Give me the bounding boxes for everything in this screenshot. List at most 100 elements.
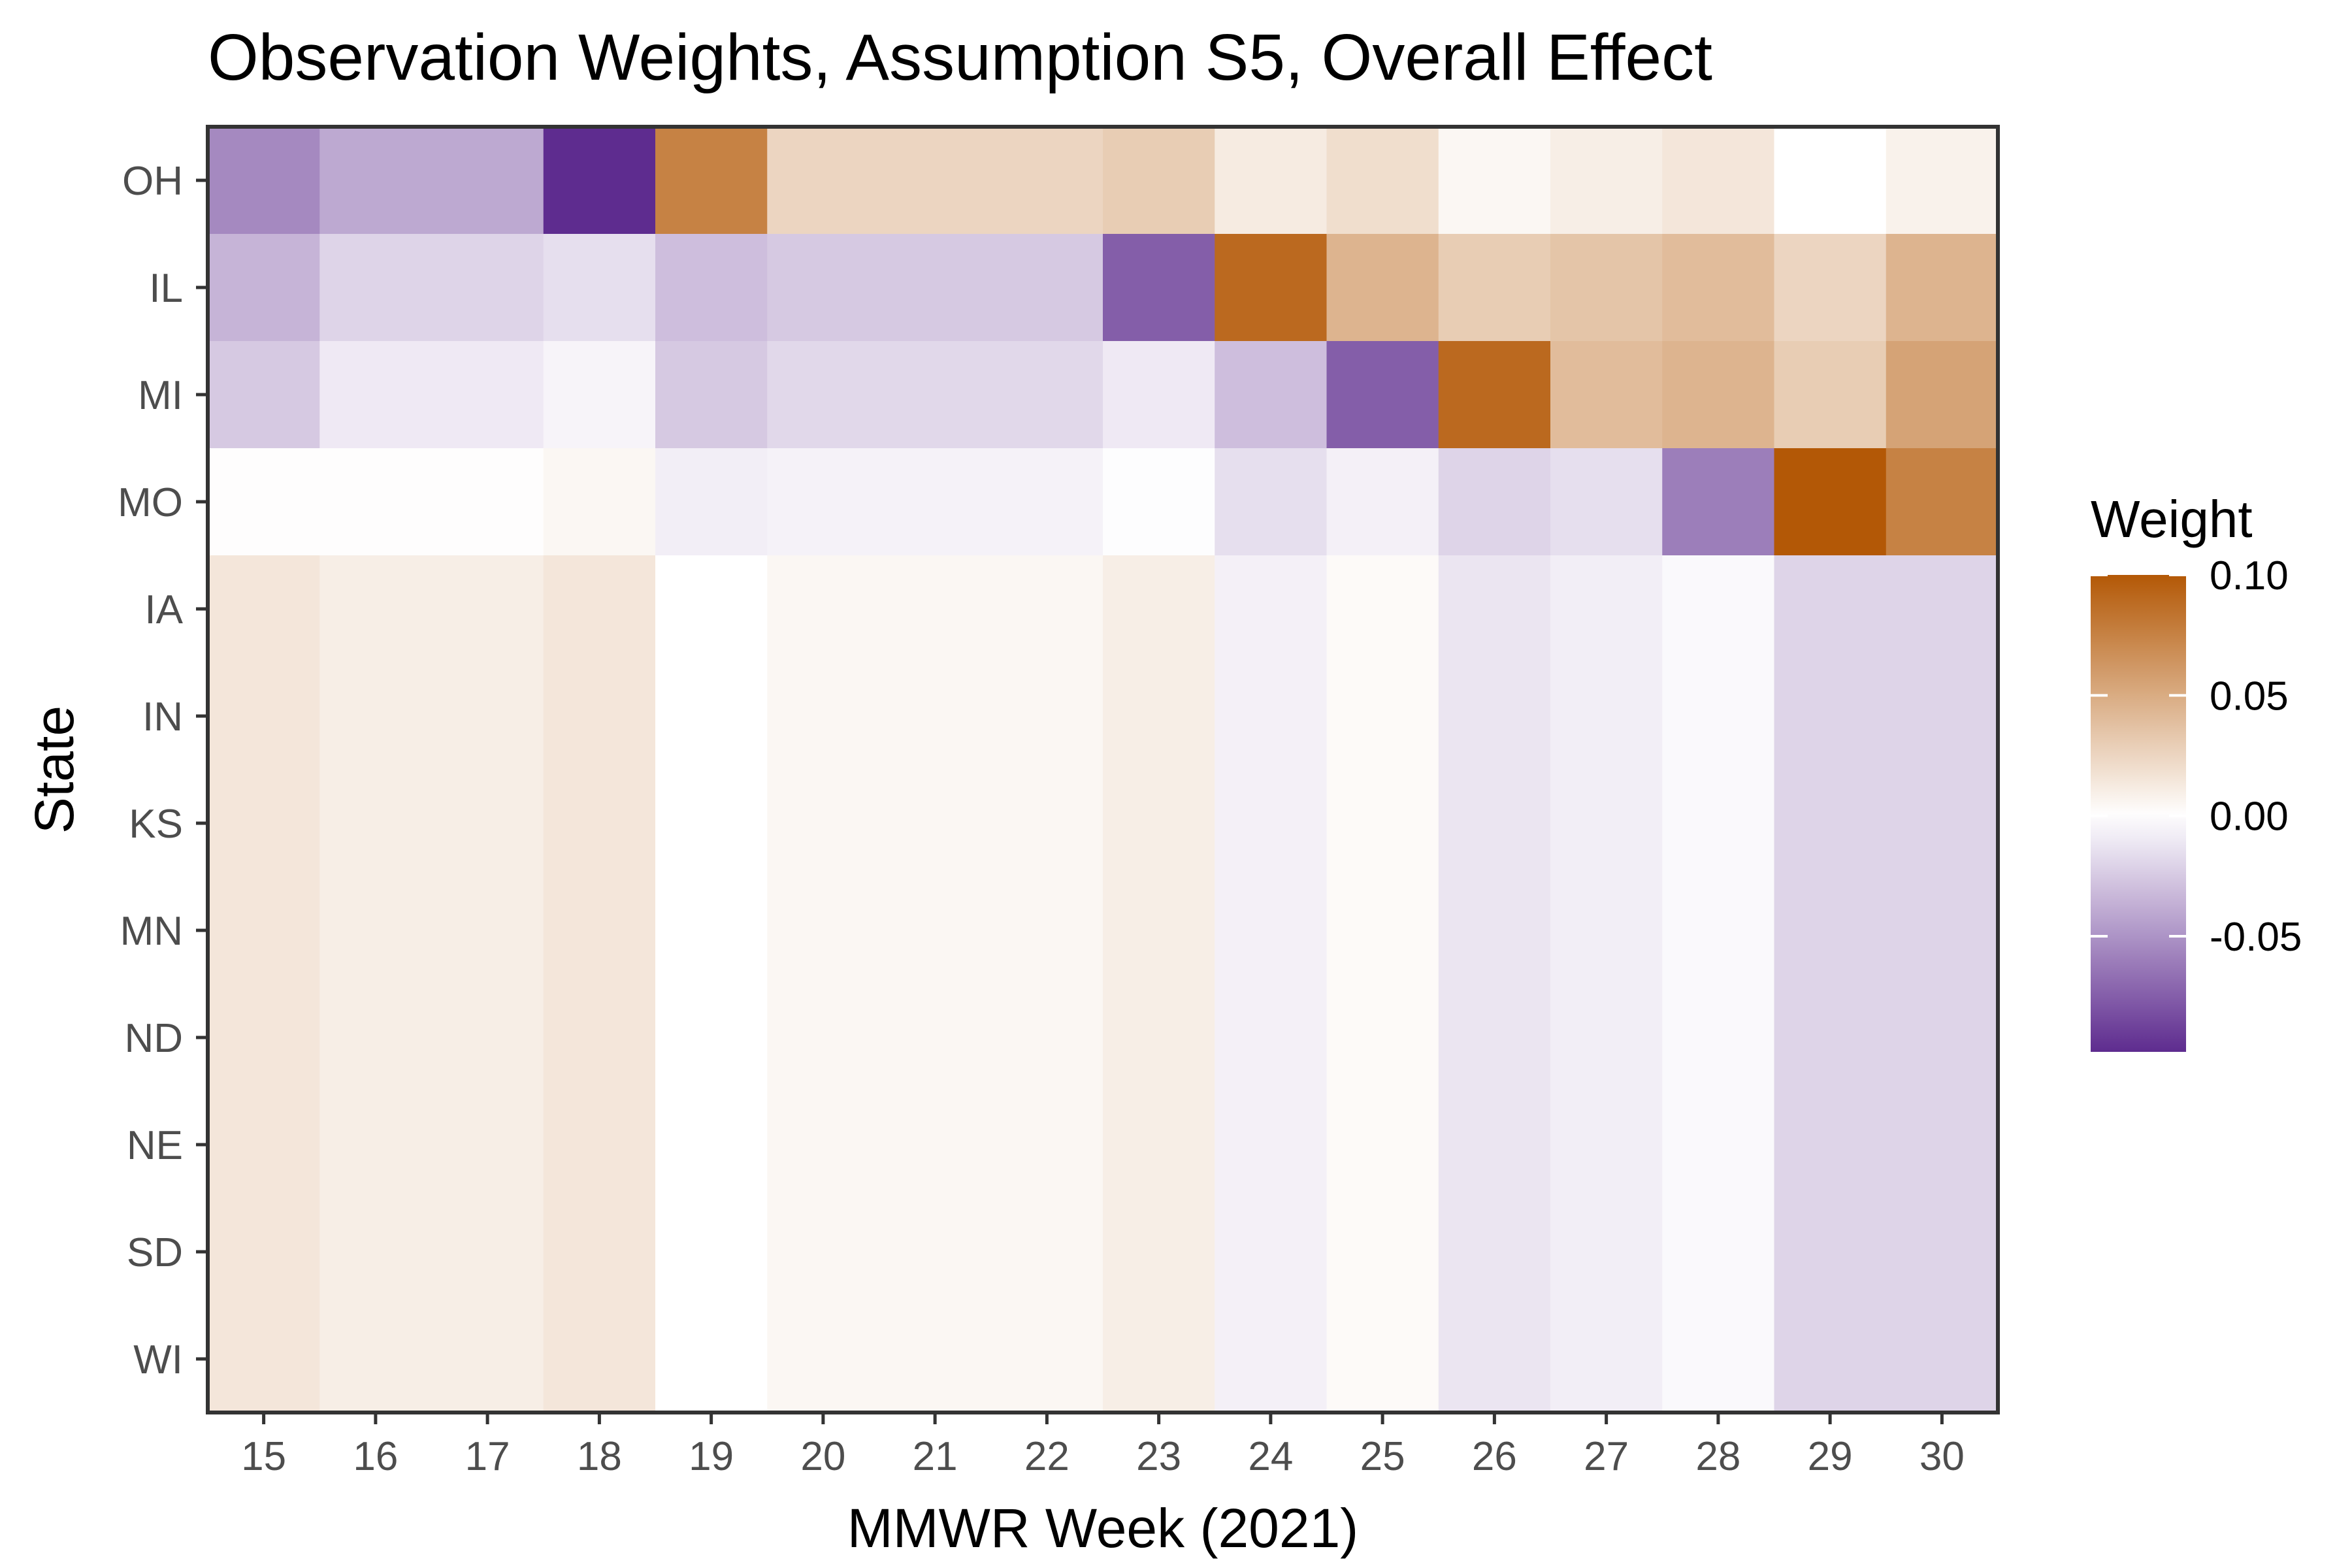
heatmap-cell bbox=[1215, 1198, 1328, 1306]
heatmap-cell bbox=[1215, 1091, 1328, 1199]
heatmap-cell bbox=[1662, 770, 1775, 877]
heatmap-cell bbox=[1326, 1198, 1439, 1306]
x-tick-label: 17 bbox=[465, 1434, 510, 1479]
heatmap-cell bbox=[767, 1198, 880, 1306]
heatmap-cell bbox=[431, 234, 544, 342]
heatmap-cell bbox=[543, 127, 656, 235]
heatmap-cell bbox=[990, 1091, 1103, 1199]
heatmap-cell bbox=[1103, 341, 1215, 449]
x-tick-label: 27 bbox=[1584, 1434, 1629, 1479]
heatmap-cell bbox=[319, 1091, 433, 1199]
heatmap-cell bbox=[319, 662, 433, 770]
y-axis: OH IL MI MO IA IN KS MN ND NE SD WI bbox=[118, 159, 208, 1382]
heatmap-cell bbox=[543, 1305, 656, 1413]
heatmap-cell bbox=[1103, 770, 1215, 877]
heatmap-cell bbox=[1774, 448, 1887, 556]
heatmap-cell bbox=[990, 1198, 1103, 1306]
heatmap-cell bbox=[1326, 770, 1439, 877]
y-tick-label: MO bbox=[118, 480, 183, 525]
x-tick-label: 30 bbox=[1919, 1434, 1965, 1479]
heatmap-cell bbox=[1550, 448, 1663, 556]
heatmap-cell bbox=[990, 555, 1103, 663]
y-tick-label: WI bbox=[133, 1337, 183, 1382]
heatmap-cell bbox=[767, 341, 880, 449]
heatmap-cell bbox=[319, 555, 433, 663]
heatmap-cell bbox=[1103, 1198, 1215, 1306]
x-axis: 15 16 17 18 19 20 21 22 23 24 25 26 27 28 29 30 bbox=[241, 1413, 1965, 1479]
legend-tick-label: -0.05 bbox=[2210, 915, 2302, 960]
y-tick-label: MI bbox=[138, 373, 183, 418]
x-tick-label: 26 bbox=[1472, 1434, 1517, 1479]
heatmap-cell bbox=[1550, 1091, 1663, 1199]
y-axis-title: State bbox=[24, 706, 85, 834]
heatmap-cell bbox=[879, 1198, 992, 1306]
heatmap-cell bbox=[879, 341, 992, 449]
heatmap-cell bbox=[1215, 984, 1328, 1092]
heatmap-cell bbox=[543, 234, 656, 342]
heatmap-cell bbox=[1662, 662, 1775, 770]
heatmap-cell bbox=[1886, 877, 1999, 985]
heatmap-cell bbox=[1886, 555, 1999, 663]
heatmap-cell bbox=[1438, 770, 1551, 877]
heatmap-cell bbox=[767, 127, 880, 235]
heatmap-cell bbox=[319, 1305, 433, 1413]
heatmap-cell bbox=[990, 127, 1103, 235]
x-tick-label: 22 bbox=[1024, 1434, 1070, 1479]
heatmap-cell bbox=[990, 1305, 1103, 1413]
legend: Weight 0.10 0.05 0.00 -0.05 bbox=[2091, 490, 2302, 1052]
heatmap-cell bbox=[208, 662, 320, 770]
heatmap-cell bbox=[1774, 555, 1887, 663]
heatmap-cell bbox=[1215, 448, 1328, 556]
heatmap-cell bbox=[431, 555, 544, 663]
heatmap-cell bbox=[990, 234, 1103, 342]
y-tick-label: IA bbox=[144, 587, 183, 632]
heatmap-cell bbox=[1103, 877, 1215, 985]
heatmap-cell bbox=[990, 448, 1103, 556]
x-tick-label: 29 bbox=[1808, 1434, 1853, 1479]
heatmap-cell bbox=[1550, 877, 1663, 985]
heatmap-cell bbox=[543, 877, 656, 985]
heatmap-cell bbox=[543, 984, 656, 1092]
heatmap-cell bbox=[319, 877, 433, 985]
heatmap-cell bbox=[767, 984, 880, 1092]
heatmap-cell bbox=[655, 662, 768, 770]
heatmap-cell bbox=[1886, 984, 1999, 1092]
heatmap-cell bbox=[1774, 1305, 1887, 1413]
heatmap-cell bbox=[1886, 1198, 1999, 1306]
heatmap-cell bbox=[1662, 448, 1775, 556]
legend-ticks: 0.10 0.05 0.00 -0.05 bbox=[2091, 553, 2302, 960]
heatmap-cell bbox=[1438, 1198, 1551, 1306]
heatmap-cell bbox=[1886, 127, 1999, 235]
heatmap-cell bbox=[1550, 234, 1663, 342]
x-tick-label: 23 bbox=[1136, 1434, 1181, 1479]
heatmap-cell bbox=[1774, 770, 1887, 877]
heatmap-cell bbox=[655, 234, 768, 342]
heatmap-cell bbox=[1550, 555, 1663, 663]
x-tick-label: 25 bbox=[1360, 1434, 1405, 1479]
heatmap-cell bbox=[1215, 662, 1328, 770]
legend-title: Weight bbox=[2091, 490, 2253, 548]
heatmap-cell bbox=[543, 662, 656, 770]
heatmap-cell bbox=[1438, 341, 1551, 449]
heatmap-cell bbox=[319, 770, 433, 877]
heatmap-cell bbox=[1438, 662, 1551, 770]
heatmap-cell bbox=[1550, 662, 1663, 770]
heatmap-cell bbox=[767, 770, 880, 877]
heatmap-cell bbox=[1215, 877, 1328, 985]
heatmap-cell bbox=[879, 127, 992, 235]
heatmap-cell bbox=[1438, 1091, 1551, 1199]
heatmap-cell bbox=[879, 1305, 992, 1413]
heatmap-cell bbox=[1886, 1305, 1999, 1413]
heatmap-cell bbox=[1103, 1305, 1215, 1413]
heatmap-cell bbox=[1886, 341, 1999, 449]
heatmap-cell bbox=[1550, 770, 1663, 877]
heatmap-cell bbox=[208, 555, 320, 663]
heatmap-cell bbox=[431, 1198, 544, 1306]
heatmap-cell bbox=[1326, 234, 1439, 342]
heatmap-cell bbox=[655, 984, 768, 1092]
heatmap-cell bbox=[990, 877, 1103, 985]
heatmap-cell bbox=[1550, 1198, 1663, 1306]
heatmap-cell bbox=[879, 448, 992, 556]
heatmap-cell bbox=[208, 984, 320, 1092]
